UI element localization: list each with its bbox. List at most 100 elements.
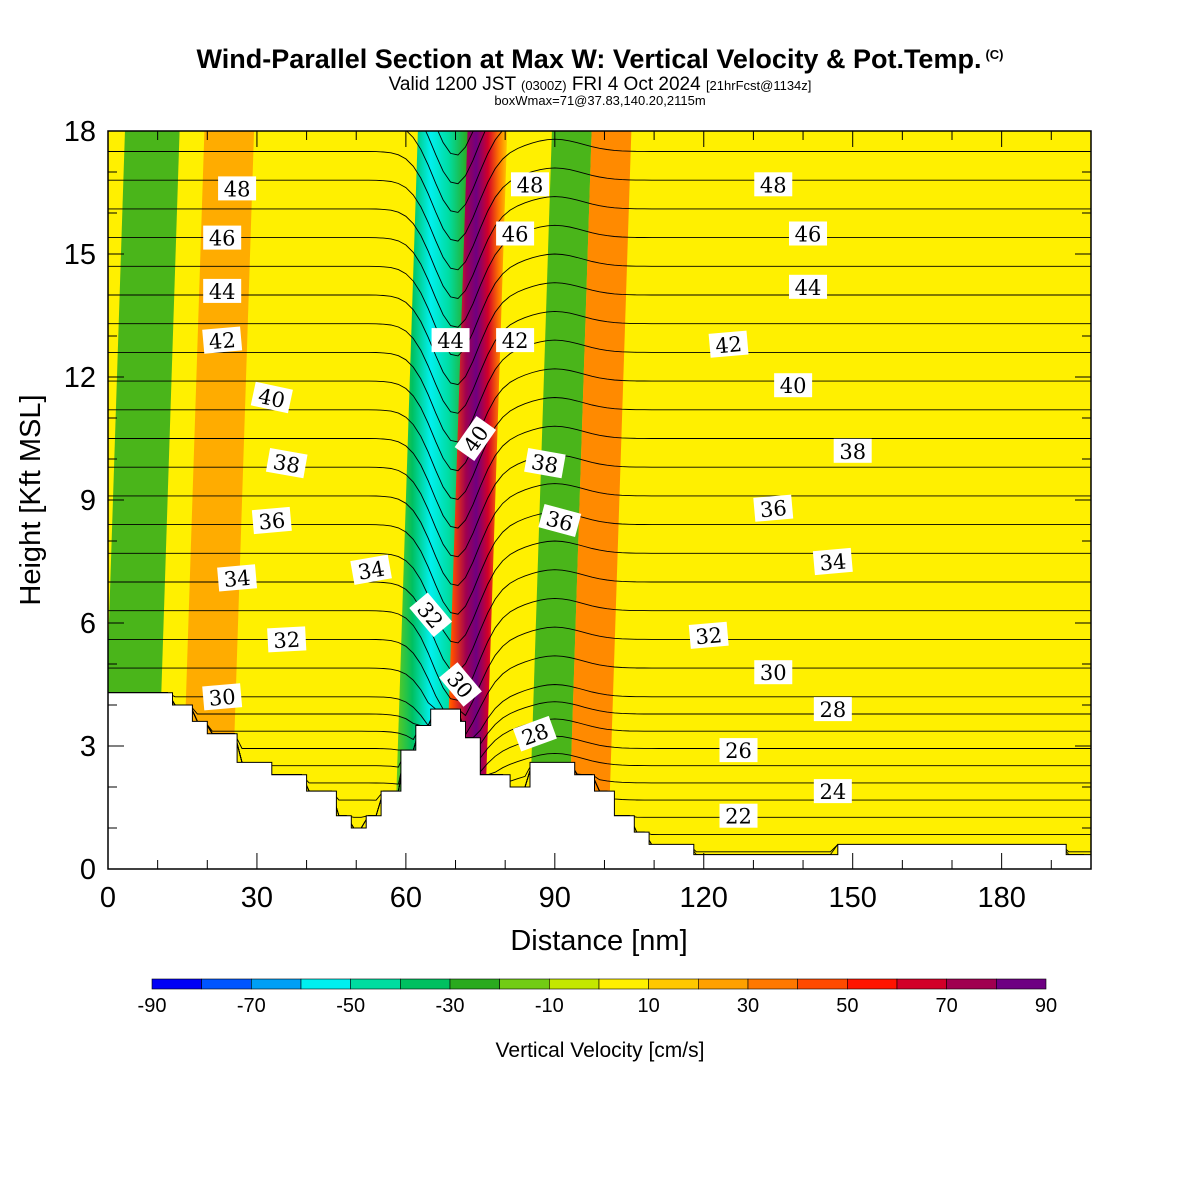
- contour-label: 42: [708, 330, 749, 358]
- x-tick-label: 180: [977, 882, 1025, 914]
- contour-label-text: 38: [529, 450, 559, 478]
- x-tick-label: 90: [539, 882, 571, 914]
- subtitle-valid: Valid 1200 JST: [388, 74, 516, 95]
- contour-label: 40: [774, 373, 813, 398]
- contour-label-box: [251, 506, 292, 535]
- contour-label: 38: [265, 447, 308, 479]
- theta-contour-line: [108, 569, 1091, 673]
- contour-label: 46: [496, 221, 535, 247]
- contour-label: 26: [719, 738, 758, 763]
- colorbar-swatch: [598, 978, 649, 990]
- contour-label: 46: [789, 221, 828, 247]
- colorbar-swatch: [251, 978, 302, 990]
- theta-contour-line: [108, 684, 1091, 739]
- colorbar-swatch: [350, 978, 401, 990]
- contour-label-text: 32: [273, 628, 301, 653]
- terrain-mask: [107, 692, 1092, 870]
- colorbar-tick-label: -70: [237, 995, 266, 1017]
- colorbar-swatch: [896, 978, 947, 990]
- contour-label: 44: [203, 278, 242, 304]
- colorbar-swatch: [549, 978, 600, 990]
- contour-label: 34: [217, 564, 258, 592]
- y-tick-label: 15: [64, 239, 96, 271]
- title-mark: (C): [985, 47, 1004, 62]
- contour-label-text: 46: [795, 223, 822, 247]
- theta-contour-line: [108, 224, 1091, 328]
- contour-label-text: 46: [502, 223, 529, 247]
- contour-label-text: 48: [517, 173, 544, 197]
- x-tick-label: 60: [390, 882, 422, 914]
- y-tick-label: 18: [64, 116, 96, 148]
- y-tick-label: 3: [80, 731, 96, 763]
- contour-label-text: 36: [759, 496, 788, 522]
- contour-label-box: [510, 172, 549, 197]
- contour-label-box: [524, 447, 566, 479]
- chart-title-text: Wind-Parallel Section at Max W: Vertical…: [196, 44, 982, 74]
- contour-label-text: 48: [224, 177, 251, 201]
- contour-label: 24: [813, 779, 852, 804]
- vertical-velocity-field: [108, 131, 1091, 869]
- colorbar-swatch: [151, 978, 202, 990]
- colorbar-tick-label: 90: [1035, 995, 1057, 1017]
- contour-label-box: [719, 738, 758, 763]
- contour-label-text: 34: [819, 549, 848, 575]
- contour-label-text: 26: [725, 739, 752, 763]
- contour-label-box: [754, 660, 793, 685]
- contour-label-box: [753, 494, 794, 522]
- contour-label-text: 42: [502, 329, 529, 353]
- contour-label-box: [265, 447, 308, 479]
- contour-label-box: [789, 274, 828, 299]
- contour-label: 34: [812, 547, 853, 576]
- contour-label-text: 36: [258, 508, 287, 534]
- contour-label-text: 46: [209, 227, 236, 251]
- contour-label-box: [454, 416, 497, 461]
- contour-label-box: [789, 221, 828, 246]
- contour-label-box: [439, 662, 482, 707]
- contour-label-text: 24: [819, 780, 846, 804]
- theta-contour-line: [108, 253, 1091, 357]
- contour-label-box: [203, 225, 242, 250]
- contour-label-text: 32: [694, 623, 723, 649]
- contour-label-text: 30: [760, 661, 787, 685]
- y-tick-label: 0: [80, 854, 96, 886]
- contour-label-box: [688, 621, 729, 649]
- contour-label-box: [217, 564, 258, 592]
- contour-label-text: 38: [839, 440, 866, 464]
- contour-label-box: [350, 554, 392, 585]
- theta-contour-line: [108, 692, 1091, 745]
- contour-label: 46: [203, 225, 242, 251]
- contour-label-text: 44: [795, 276, 822, 300]
- contour-label-text: 28: [819, 698, 846, 722]
- colorbar-swatch: [946, 978, 997, 990]
- colorbar: -90 -70 -50 -30 -10 10 30 50 70 90 Vertical Veloci…: [138, 978, 1057, 1062]
- contour-label-box: [813, 697, 852, 722]
- y-tick-label: 9: [80, 485, 96, 517]
- colorbar-swatch: [698, 978, 749, 990]
- theta-contour-line: [108, 339, 1091, 443]
- colorbar-swatch: [449, 978, 500, 990]
- colorbar-tick-label: 70: [936, 995, 958, 1017]
- contour-label: 42: [202, 326, 243, 354]
- contour-label: 48: [754, 172, 793, 197]
- contour-label: 32: [688, 621, 729, 649]
- colorbar-swatch: [797, 978, 848, 990]
- y-tick-label: 12: [64, 362, 96, 394]
- contour-label-text: 34: [223, 566, 252, 592]
- contour-label-box: [774, 373, 813, 398]
- contour-label-text: 40: [780, 374, 807, 398]
- contour-label-box: [496, 221, 535, 246]
- contour-label: 28: [813, 697, 852, 722]
- contour-label: 32: [267, 626, 307, 653]
- theta-contour-line: [108, 167, 1091, 271]
- contour-labels: 48 46 44 42 40 38 36 34 32 30 34 32 30 44 40 48 46 42 38 36…: [202, 172, 872, 829]
- contour-label-box: [754, 172, 793, 197]
- w-feature: [108, 131, 180, 869]
- colorbar-swatch: [300, 978, 351, 990]
- chart-title: Wind-Parallel Section at Max W: Vertical…: [0, 44, 1200, 75]
- contour-label-box: [833, 438, 872, 463]
- contour-label-box: [538, 503, 582, 538]
- contour-label: 36: [753, 494, 794, 522]
- colorbar-tick-label: -90: [138, 995, 167, 1017]
- theta-contour-line: [108, 597, 1091, 701]
